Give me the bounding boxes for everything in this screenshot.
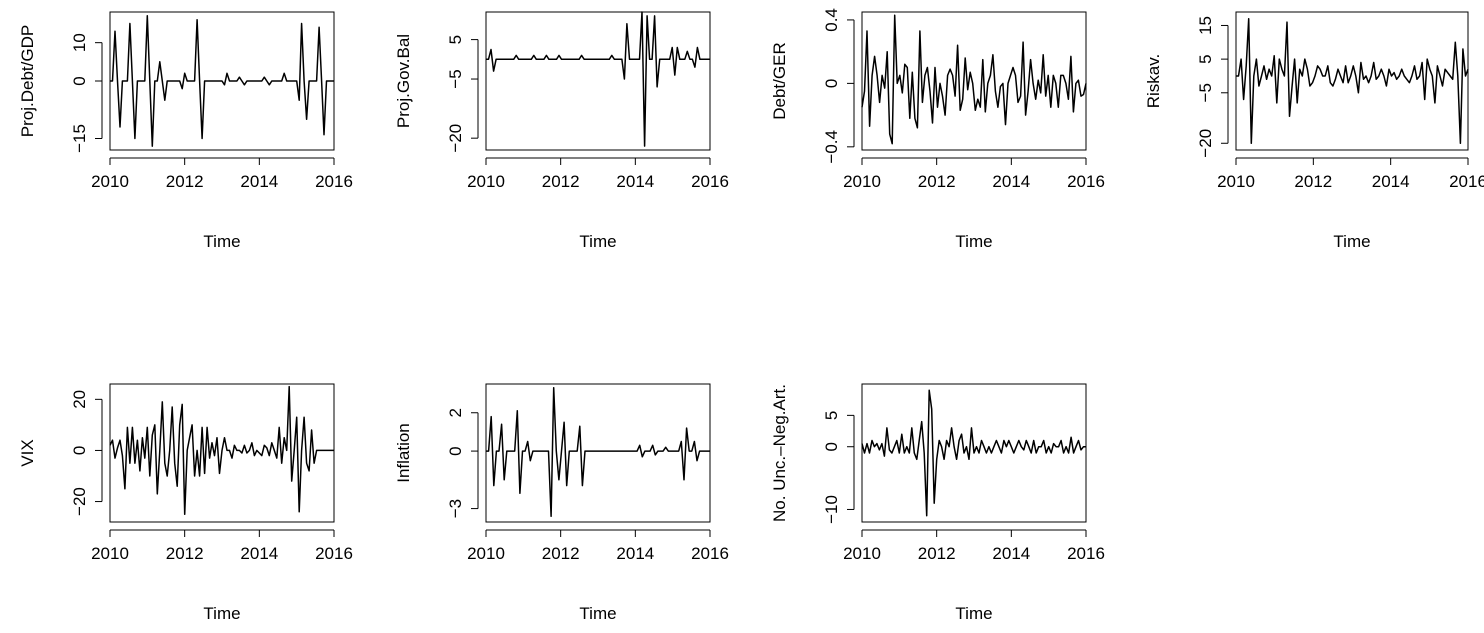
- y-tick-label: 10: [70, 33, 89, 52]
- x-tick-label: 2016: [691, 172, 729, 191]
- x-tick-label: 2012: [918, 172, 956, 191]
- x-tick-label: 2014: [616, 172, 654, 191]
- panel-2: 2010 2012 2014 2016 −20 −5 5 Time Proj.Gov.Bal: [394, 11, 729, 251]
- x-tick-label: 2010: [91, 544, 129, 563]
- x-tick-label: 2014: [240, 172, 278, 191]
- x-tick-label: 2014: [992, 172, 1030, 191]
- y-tick-label: 0: [822, 79, 841, 88]
- y-tick-label: 0: [822, 442, 841, 451]
- y-tick-label: 15: [1196, 16, 1215, 35]
- series-line: [109, 385, 334, 516]
- x-tick-label: 2016: [1449, 172, 1484, 191]
- series-line: [1236, 17, 1469, 145]
- x-tick-label: 2010: [843, 544, 881, 563]
- y-tick-label: 20: [70, 390, 89, 409]
- x-tick-label: 2014: [616, 544, 654, 563]
- plot-frame: [485, 383, 711, 523]
- x-tick-label: 2010: [1217, 172, 1255, 191]
- plot-frame: [485, 11, 711, 151]
- x-tick-label: 2010: [843, 172, 881, 191]
- y-tick-label: 5: [1196, 54, 1215, 63]
- panel-5: 2010 2012 2014 2016 −20 0 20 Time VIX: [18, 383, 353, 623]
- y-tick-label: −10: [822, 495, 841, 524]
- y-tick-label: 0: [70, 76, 89, 85]
- x-axis-label: Time: [955, 232, 992, 251]
- x-axis-label: Time: [203, 604, 240, 623]
- x-axis-label: Time: [579, 604, 616, 623]
- y-axis-label: Riskav.: [1144, 54, 1163, 108]
- y-tick-label: 0: [446, 446, 465, 455]
- x-tick-label: 2012: [166, 544, 204, 563]
- x-tick-label: 2016: [1067, 172, 1105, 191]
- x-tick-label: 2016: [315, 172, 353, 191]
- plot-frame: [861, 383, 1087, 523]
- x-axis-label: Time: [1333, 232, 1370, 251]
- x-tick-label: 2012: [166, 172, 204, 191]
- y-tick-label: −20: [70, 487, 89, 516]
- x-tick-label: 2014: [992, 544, 1030, 563]
- y-tick-label: −0.4: [822, 130, 841, 164]
- x-axis-label: Time: [203, 232, 240, 251]
- y-tick-label: 2: [446, 408, 465, 417]
- y-axis-label: VIX: [18, 439, 37, 466]
- y-axis-label: Inflation: [394, 423, 413, 483]
- x-tick-label: 2010: [467, 544, 505, 563]
- panel-6: 2010 2012 2014 2016 −3 0 2 Time Inflation: [394, 383, 729, 623]
- series-line: [861, 389, 1086, 517]
- y-axis-label: Proj.Debt/GDP: [18, 25, 37, 137]
- y-tick-label: 5: [822, 411, 841, 420]
- y-tick-label: −15: [70, 124, 89, 153]
- series-line: [861, 14, 1087, 145]
- panel-4: 2010 2012 2014 2016 −20 −5 5 15 Time Riskav.: [1144, 11, 1484, 251]
- x-tick-label: 2016: [1067, 544, 1105, 563]
- series-line: [486, 387, 710, 518]
- panel-1: 2010 2012 2014 2016 −15 0 10 Time Proj.Debt/GDP: [18, 11, 353, 251]
- series-line: [110, 15, 334, 147]
- y-tick-label: −20: [1196, 129, 1215, 158]
- y-tick-label: −5: [1196, 83, 1215, 102]
- x-tick-label: 2012: [1294, 172, 1332, 191]
- y-axis-label: Proj.Gov.Bal: [394, 34, 413, 128]
- panel-3: 2010 2012 2014 2016 −0.4 0 0.4 Time Debt/GER: [770, 8, 1105, 251]
- x-tick-label: 2012: [542, 544, 580, 563]
- plot-frame: [861, 11, 1087, 151]
- y-axis-label: Debt/GER: [770, 42, 789, 119]
- x-tick-label: 2010: [467, 172, 505, 191]
- series-line: [486, 11, 710, 147]
- panel-7: 2010 2012 2014 2016 −10 0 5 Time No. Unc.–Neg.Ar…: [770, 383, 1105, 623]
- x-axis-label: Time: [579, 232, 616, 251]
- y-tick-label: 5: [446, 35, 465, 44]
- y-tick-label: −20: [446, 124, 465, 153]
- x-tick-label: 2010: [91, 172, 129, 191]
- x-axis-label: Time: [955, 604, 992, 623]
- plot-frame: [109, 383, 335, 523]
- x-tick-label: 2014: [1372, 172, 1410, 191]
- y-tick-label: 0: [70, 446, 89, 455]
- x-tick-label: 2016: [315, 544, 353, 563]
- x-tick-label: 2012: [542, 172, 580, 191]
- y-tick-label: −3: [446, 499, 465, 518]
- y-tick-label: −5: [446, 69, 465, 88]
- y-tick-label: 0.4: [822, 8, 841, 32]
- x-tick-label: 2014: [240, 544, 278, 563]
- x-tick-label: 2012: [918, 544, 956, 563]
- plot-frame: [1235, 11, 1469, 151]
- y-axis-label: No. Unc.–Neg.Art.: [770, 384, 789, 522]
- x-tick-label: 2016: [691, 544, 729, 563]
